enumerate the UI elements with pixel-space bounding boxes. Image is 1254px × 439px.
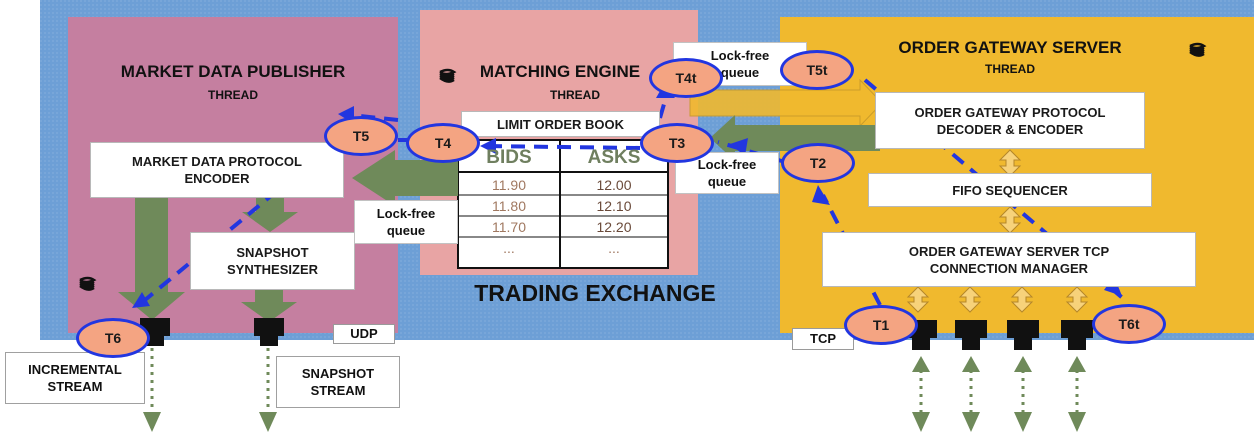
- me-to-gateway-arrow: [689, 78, 883, 128]
- order-gateway-region: [780, 17, 1254, 333]
- encoder-to-udp-arrow: [118, 198, 185, 320]
- snapshot-to-port-arrow: [241, 290, 297, 322]
- market-data-publisher-region: [68, 17, 398, 333]
- me-to-mdp-arrow: [352, 150, 458, 206]
- limit-order-book-table: [457, 139, 669, 269]
- external-data-arrows: [143, 348, 1086, 432]
